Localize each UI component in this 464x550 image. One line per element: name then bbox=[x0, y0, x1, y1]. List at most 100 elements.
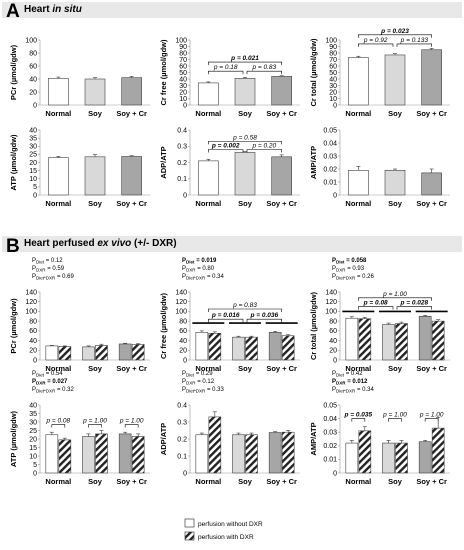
y-tick-label: 70 bbox=[329, 57, 337, 64]
bar bbox=[384, 170, 406, 196]
bar bbox=[348, 57, 369, 106]
stat-p: P bbox=[32, 266, 36, 272]
bar-without-dxr bbox=[418, 315, 432, 361]
bar-without-dxr bbox=[195, 332, 209, 361]
category-label: Soy + Cr bbox=[116, 109, 147, 118]
stat-value: = 0.34 bbox=[205, 274, 224, 280]
bar-with-dxr bbox=[431, 427, 445, 474]
category-label: Soy + Cr bbox=[116, 199, 147, 208]
category-label: Normal bbox=[195, 199, 221, 208]
significance-bracket bbox=[246, 70, 282, 75]
y-tick-label: 0.02 bbox=[323, 166, 337, 173]
y-tick-label: 0.02 bbox=[323, 443, 337, 450]
bar-with-dxr bbox=[245, 434, 258, 474]
anova-stat: PDiet = 0.019 bbox=[182, 258, 217, 265]
y-axis-label: ADP/ATP bbox=[159, 423, 168, 455]
p-value-label: p = 0.18 bbox=[213, 64, 238, 71]
category-label: Soy + Cr bbox=[266, 109, 297, 118]
section-b-title-italic: ex vivo bbox=[97, 238, 131, 249]
category-label: Normal bbox=[345, 477, 371, 486]
chart-panel-1: 0 20 40 60 80 100 PCr (µmol/gdw) Normal Soy Soy +… bbox=[9, 37, 150, 118]
y-tick-label: 0.04 bbox=[323, 416, 337, 423]
y-tick-label: 0.3 bbox=[177, 419, 187, 426]
y-tick-label: 25 bbox=[29, 152, 37, 159]
significance-bracket bbox=[208, 149, 244, 153]
stat-subscript: DXR bbox=[36, 268, 46, 273]
y-tick-label: 35 bbox=[29, 411, 37, 418]
stat-p: P bbox=[182, 387, 186, 393]
stat-subscript: Diet*DXR bbox=[36, 389, 56, 394]
category-label: Normal bbox=[195, 109, 221, 118]
p-value-label: p = 0.036 bbox=[250, 312, 279, 319]
p-value-label: p = 0.08 bbox=[363, 300, 388, 307]
anova-stat: PDiet*DXR = 0.34 bbox=[182, 274, 224, 281]
section-a-title-plain: Heart bbox=[24, 4, 52, 15]
stat-value: = 0.29 bbox=[194, 371, 213, 377]
y-tick-label: 5 bbox=[33, 462, 37, 469]
bar-with-dxr bbox=[245, 336, 258, 361]
p-value-label: p = 0.035 bbox=[344, 412, 373, 419]
y-tick-label: 90 bbox=[329, 44, 337, 51]
bar-without-dxr bbox=[268, 332, 282, 361]
y-tick-label: 40 bbox=[329, 338, 337, 345]
category-label: Soy bbox=[388, 199, 403, 208]
bar-with-dxr bbox=[395, 442, 408, 474]
stat-subscript: Diet bbox=[36, 260, 45, 265]
bar-without-dxr bbox=[345, 442, 359, 474]
stat-value: = 0.26 bbox=[355, 274, 374, 280]
significance-bracket bbox=[246, 318, 282, 323]
stat-value: = 0.42 bbox=[344, 371, 363, 377]
p-value-label: p = 0.028 bbox=[400, 300, 429, 307]
y-tick-label: 40 bbox=[29, 76, 37, 83]
stat-p: P bbox=[182, 266, 186, 272]
category-label: Soy + Cr bbox=[416, 199, 447, 208]
category-label: Normal bbox=[45, 364, 71, 373]
anova-stat: PDXR = 0.93 bbox=[332, 266, 365, 273]
p-value-label: p = 0.002 bbox=[211, 143, 240, 150]
stat-subscript: Diet bbox=[186, 260, 195, 265]
stat-value: = 0.019 bbox=[195, 258, 218, 264]
chart-panel-6: 0 0.01 0.02 0.03 0.04 0.05 AMP/ATP Normal Soy Soy… bbox=[309, 127, 450, 208]
y-axis-label: PCr (µmol/gdw) bbox=[9, 44, 18, 100]
category-label: Soy + Cr bbox=[416, 364, 447, 373]
y-tick-label: 80 bbox=[329, 318, 337, 325]
bar-without-dxr bbox=[195, 434, 209, 474]
y-tick-label: 20 bbox=[29, 348, 37, 355]
p-value-label: p = 1.00 bbox=[119, 418, 144, 425]
p-value-label: p = 0.58 bbox=[232, 134, 257, 141]
p-value-label: p = 0.016 bbox=[211, 312, 240, 319]
category-label: Normal bbox=[45, 477, 71, 486]
category-label: Soy bbox=[88, 364, 103, 373]
category-label: Soy bbox=[388, 477, 403, 486]
anova-stat: PDiet*DXR = 0.26 bbox=[332, 274, 374, 281]
category-label: Normal bbox=[345, 199, 371, 208]
y-tick-label: 30 bbox=[29, 419, 37, 426]
bar bbox=[48, 157, 69, 196]
bar bbox=[121, 77, 142, 106]
y-tick-label: 140 bbox=[325, 289, 337, 296]
y-tick-label: 100 bbox=[175, 309, 187, 316]
y-tick-label: 15 bbox=[29, 168, 37, 175]
y-tick-label: 120 bbox=[175, 299, 187, 306]
y-axis-label: ADP/ATP bbox=[159, 146, 168, 178]
anova-stat: PDiet*DXR = 0.69 bbox=[32, 274, 74, 281]
anova-stat: PDiet*DXR = 0.34 bbox=[332, 387, 374, 394]
anova-stat: PDiet = 0.54 bbox=[32, 371, 63, 378]
category-label: Soy bbox=[238, 199, 253, 208]
y-tick-label: 0.2 bbox=[177, 160, 187, 167]
y-tick-label: 0.01 bbox=[323, 179, 337, 186]
significance-bracket bbox=[124, 424, 139, 428]
y-tick-label: 0.01 bbox=[323, 457, 337, 464]
category-label: Normal bbox=[195, 364, 221, 373]
y-tick-label: 0 bbox=[33, 357, 37, 364]
significance-bracket bbox=[358, 306, 394, 310]
category-label: Soy bbox=[238, 477, 253, 486]
category-label: Normal bbox=[195, 477, 221, 486]
stat-subscript: DXR bbox=[36, 381, 46, 386]
stat-value: = 0.12 bbox=[196, 379, 215, 385]
y-tick-label: 80 bbox=[179, 50, 187, 57]
bar-without-dxr bbox=[232, 336, 245, 361]
